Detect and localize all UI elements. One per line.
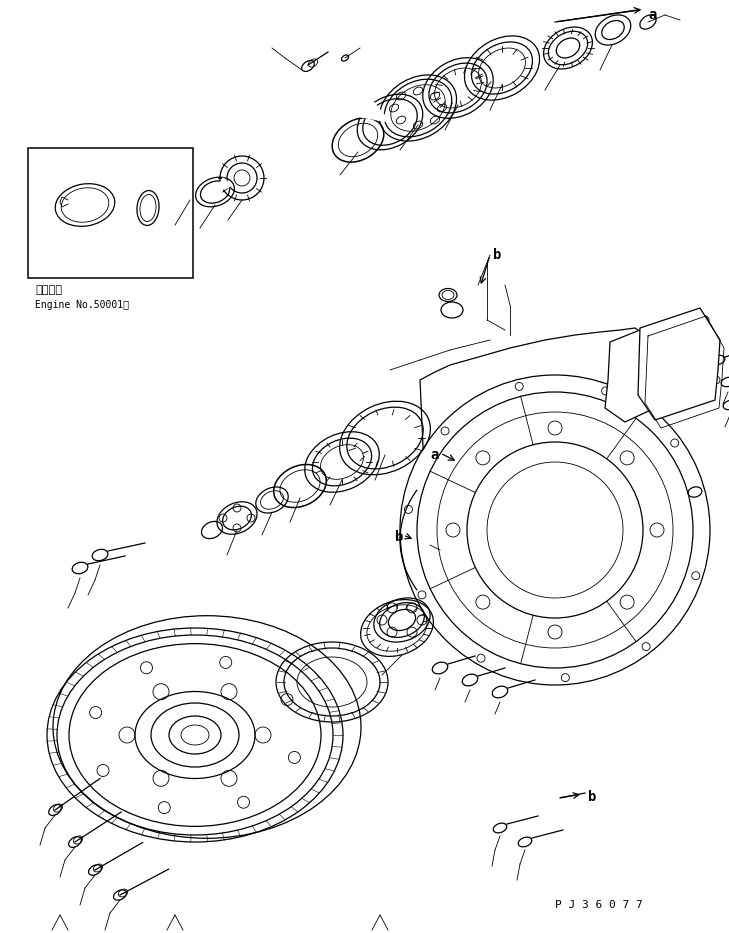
- Polygon shape: [420, 328, 658, 558]
- Text: Engine No.50001～: Engine No.50001～: [35, 300, 129, 310]
- Text: b: b: [588, 790, 596, 804]
- Text: b: b: [395, 530, 403, 544]
- Text: 適用号機: 適用号機: [35, 285, 62, 295]
- Ellipse shape: [47, 628, 343, 842]
- Text: a: a: [648, 8, 656, 22]
- Text: P J 3 6 0 7 7: P J 3 6 0 7 7: [555, 900, 643, 910]
- Polygon shape: [605, 330, 660, 422]
- Bar: [28, 148, 193, 278]
- Circle shape: [400, 375, 710, 685]
- Text: b: b: [493, 248, 502, 262]
- Text: a: a: [430, 448, 438, 462]
- Wedge shape: [215, 178, 230, 192]
- Wedge shape: [359, 97, 390, 122]
- Polygon shape: [638, 308, 720, 420]
